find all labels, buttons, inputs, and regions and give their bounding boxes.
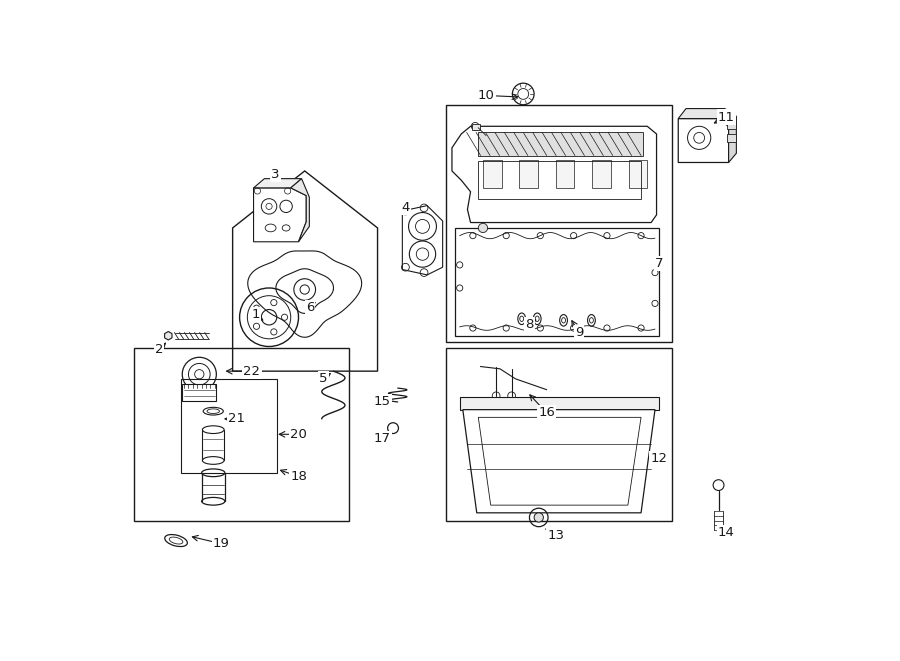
Bar — [446, 348, 672, 520]
Bar — [628, 160, 647, 188]
Text: 16: 16 — [538, 407, 555, 419]
Polygon shape — [254, 178, 302, 188]
Bar — [181, 379, 277, 473]
Text: 19: 19 — [212, 537, 230, 550]
Polygon shape — [478, 132, 644, 155]
Text: 12: 12 — [651, 452, 668, 465]
Bar — [592, 160, 611, 188]
Text: 17: 17 — [374, 432, 391, 445]
Bar — [483, 160, 501, 188]
Polygon shape — [460, 397, 659, 410]
Polygon shape — [463, 410, 655, 513]
Text: 4: 4 — [401, 201, 410, 214]
Polygon shape — [679, 108, 725, 118]
Bar — [455, 228, 659, 336]
Text: 14: 14 — [718, 526, 734, 539]
Text: 8: 8 — [526, 319, 534, 331]
Bar — [519, 160, 538, 188]
Text: 6: 6 — [306, 301, 314, 314]
Text: 3: 3 — [271, 167, 280, 180]
Circle shape — [478, 223, 488, 233]
Text: 11: 11 — [718, 110, 734, 124]
Bar — [727, 122, 736, 129]
Text: 7: 7 — [654, 257, 663, 270]
Text: 22: 22 — [244, 365, 260, 377]
Text: 13: 13 — [547, 529, 564, 543]
Text: 20: 20 — [290, 428, 307, 441]
Polygon shape — [291, 178, 310, 242]
Polygon shape — [452, 126, 656, 223]
Polygon shape — [165, 332, 172, 340]
Text: 21: 21 — [228, 412, 245, 426]
Text: 1: 1 — [252, 309, 260, 321]
Text: 2: 2 — [155, 343, 163, 356]
Bar — [134, 348, 349, 520]
Polygon shape — [402, 206, 443, 275]
Text: 15: 15 — [374, 395, 391, 408]
Bar — [727, 134, 736, 141]
Text: 5: 5 — [320, 372, 328, 385]
Polygon shape — [254, 188, 306, 242]
Bar — [478, 161, 641, 200]
Text: 10: 10 — [478, 89, 494, 102]
Bar — [182, 384, 216, 401]
Circle shape — [534, 513, 544, 522]
Text: 9: 9 — [575, 326, 583, 339]
Bar — [472, 124, 480, 130]
Bar — [446, 104, 672, 342]
Polygon shape — [724, 108, 736, 163]
Text: 18: 18 — [290, 470, 307, 483]
Polygon shape — [679, 118, 729, 163]
Bar — [556, 160, 574, 188]
